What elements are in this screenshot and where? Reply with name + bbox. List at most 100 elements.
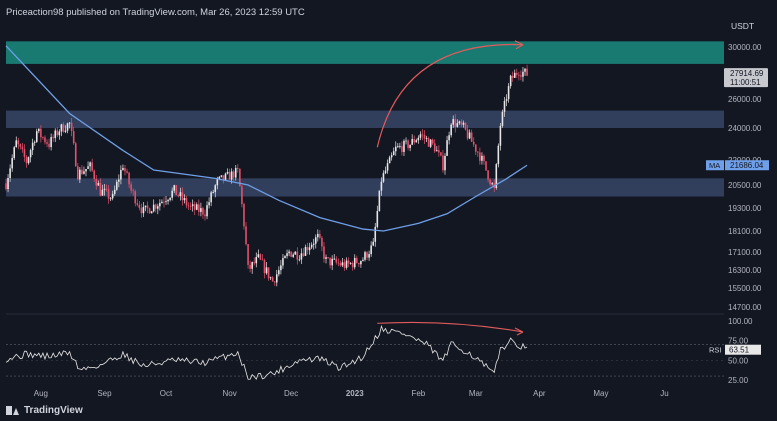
candle-body [376,211,379,227]
resistance-zone-0 [6,41,724,64]
candle-body [66,123,69,131]
candle-body [394,146,397,152]
candle-body [306,246,309,251]
candle-body [267,267,270,279]
candle-body [450,124,452,136]
candle-body [362,259,364,261]
price-tick-label: 17100.00 [728,248,762,257]
candle-body [11,157,13,169]
candle-body [171,190,173,198]
candle-body [278,270,280,275]
candle-body [167,199,169,202]
price-unit-label: USDT [731,21,755,31]
candle-body [317,233,319,238]
ma-name-badge [706,160,724,171]
candle-body [470,132,473,142]
candle-body [122,167,124,171]
candle-body [150,211,153,214]
support-zone-2 [6,178,724,197]
candle-body [187,205,190,207]
candle-body [38,128,40,132]
candle-body [177,195,180,197]
candle-body [286,253,288,257]
candle-body [526,68,528,76]
candle-body [474,144,477,152]
candle-body [421,134,424,136]
tradingview-brand[interactable]: TradingView [6,405,83,416]
price-arrow-head [514,40,524,50]
time-tick-label: Sep [97,389,112,398]
candle-body [487,170,489,180]
current-price-value: 27914.69 [730,69,764,78]
candle-body [489,179,491,185]
brand-name: TradingView [24,405,83,416]
candle-body [265,267,268,274]
candle-body [481,155,483,161]
candle-body [456,123,459,127]
candle-body [216,178,219,186]
candle-body [364,252,366,260]
candle-body [159,203,161,207]
candle-body [269,277,272,279]
candle-body [130,184,132,191]
candle-body [103,188,106,190]
candle-body [427,138,430,147]
candle-body [33,141,36,143]
candle-body [210,192,212,203]
rsi-tick-label: 100.00 [728,317,753,326]
candle-body [399,146,401,147]
candle-body [111,193,114,199]
candle-body [378,190,381,212]
candle-body [140,207,143,214]
candle-body [349,263,352,264]
time-tick-label: Ju [660,389,668,398]
candle-body [77,166,79,180]
candle-body [189,205,192,207]
candle-body [56,130,59,136]
candle-body [25,156,28,164]
price-tick-label: 16300.00 [728,266,762,275]
candle-body [91,162,93,171]
ma-name: MA [709,161,720,170]
candle-body [113,189,116,194]
candle-body [183,198,186,201]
candle-body [294,251,297,255]
candle-body [511,75,514,78]
candle-body [321,237,323,247]
candle-body [273,281,276,283]
rsi-arrow-head [514,327,524,336]
candle-body [29,150,32,158]
candle-body [436,150,438,152]
rsi-value: 63.51 [729,346,750,355]
candle-body [355,257,358,263]
price-trend-arrow [376,43,523,148]
candle-body [206,205,208,217]
candle-body [124,167,126,172]
candle-body [472,141,475,145]
candle-body [109,198,112,200]
candle-body [335,258,338,263]
time-tick-label: 2023 [346,389,364,398]
candle-body [442,155,444,171]
candle-body [89,162,91,167]
time-tick-label: Apr [533,389,546,398]
rsi-value-badge [725,344,761,355]
candle-body [360,260,362,265]
candle-body [333,258,336,260]
candle-body [118,179,120,182]
candle-body [485,161,487,171]
candle-body [126,171,128,173]
candle-body [263,260,266,274]
candle-body [405,140,407,142]
candle-body [7,177,9,190]
candle-body [234,167,237,178]
candle-body [388,157,391,164]
candle-body [296,251,299,260]
candle-body [228,172,231,180]
candle-body [411,138,413,145]
candle-body [193,204,196,210]
price-tick-label: 14700.00 [728,303,762,312]
candle-body [79,169,81,180]
candle-body [46,142,48,144]
